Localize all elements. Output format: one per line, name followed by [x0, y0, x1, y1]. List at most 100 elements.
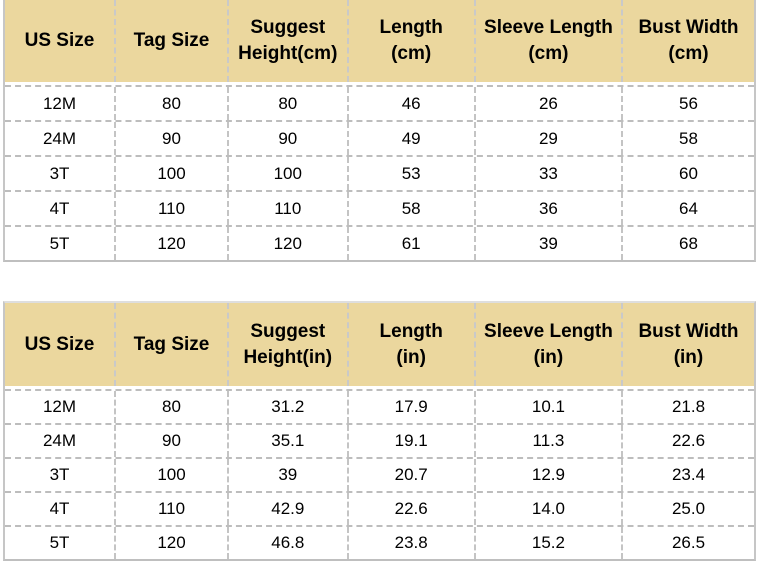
- data-cell: 80: [113, 87, 227, 120]
- data-cell: 17.9: [346, 391, 474, 423]
- header-line1: Sleeve Length: [484, 17, 613, 38]
- data-cell: 15.2: [473, 527, 621, 559]
- data-cell: 90: [227, 122, 346, 155]
- data-cell: 46.8: [227, 527, 346, 559]
- data-cell: 25.0: [621, 493, 754, 525]
- data-cell: 110: [113, 192, 227, 225]
- data-cell: 24M: [42, 431, 77, 450]
- data-cell: 100: [113, 459, 227, 491]
- header-cell-sleeve-length: Sleeve Length (in): [473, 303, 621, 386]
- table-row-24m: 24M 90 35.1 19.1 11.3 22.6: [5, 423, 754, 457]
- header-line2: (cm): [391, 43, 432, 64]
- data-cell: 24M: [42, 128, 77, 148]
- data-cell: 100: [227, 157, 346, 190]
- data-cell: 12M: [42, 93, 77, 113]
- header-cell-tag-size: Tag Size: [113, 0, 227, 82]
- header-line2: Height(cm): [238, 43, 338, 64]
- header-line1: Sleeve Length: [484, 320, 613, 342]
- header-cell-suggest-height: Suggest Height(in): [227, 303, 346, 386]
- data-cell: 3T: [49, 163, 70, 183]
- data-cell: 19.1: [346, 425, 474, 457]
- header-cell-us-size: US Size: [5, 0, 114, 82]
- data-cell: 29: [473, 122, 621, 155]
- header-line2: (cm): [668, 43, 709, 64]
- header-cell-sleeve-length: Sleeve Length (cm): [473, 0, 621, 82]
- data-cell: 39: [473, 227, 621, 260]
- header-line2: (in): [673, 346, 704, 368]
- data-cell: 21.8: [621, 391, 754, 423]
- header-line1: Length: [379, 320, 443, 342]
- data-cell: 120: [113, 227, 227, 260]
- data-cell: 5T: [49, 233, 70, 253]
- table-row-24m: 24M 90 90 49 29 58: [5, 120, 754, 155]
- data-cell: 100: [113, 157, 227, 190]
- header-cell-us-size: US Size: [5, 303, 114, 386]
- data-cell: 80: [113, 391, 227, 423]
- data-cell: 4T: [49, 198, 70, 218]
- data-cell: 46: [346, 87, 474, 120]
- table-row-3t: 3T 100 100 53 33 60: [5, 155, 754, 190]
- data-cell: 64: [621, 192, 754, 225]
- header-line2: (cm): [528, 43, 569, 64]
- header-cell-bust-width: Bust Width (in): [621, 303, 754, 386]
- header-line1: US Size: [24, 333, 95, 355]
- data-cell: 42.9: [227, 493, 346, 525]
- data-cell: 110: [113, 493, 227, 525]
- table-row-3t: 3T 100 39 20.7 12.9 23.4: [5, 457, 754, 491]
- header-line1: Bust Width: [638, 320, 739, 342]
- header-line2: (in): [396, 346, 426, 368]
- data-cell: 36: [473, 192, 621, 225]
- data-cell: 56: [621, 87, 754, 120]
- data-cell: 39: [227, 459, 346, 491]
- data-cell: 33: [473, 157, 621, 190]
- data-cell: 12.9: [473, 459, 621, 491]
- header-line2: Height(in): [243, 346, 333, 368]
- data-cell: 4T: [49, 499, 70, 518]
- data-cell: 120: [113, 527, 227, 559]
- header-cell-suggest-height: Suggest Height(cm): [227, 0, 346, 82]
- header-line1: Suggest: [250, 17, 326, 38]
- size-chart-in-header-row: US Size Tag Size Suggest Height(in) Leng…: [5, 303, 754, 389]
- data-cell: 49: [346, 122, 474, 155]
- data-cell: 22.6: [621, 425, 754, 457]
- header-cell-tag-size: Tag Size: [113, 303, 227, 386]
- data-cell: 31.2: [227, 391, 346, 423]
- data-cell: 68: [621, 227, 754, 260]
- data-cell: 12M: [42, 397, 77, 416]
- data-cell: 26: [473, 87, 621, 120]
- data-cell: 23.8: [346, 527, 474, 559]
- header-cell-bust-width: Bust Width (cm): [621, 0, 754, 82]
- header-cell-length: Length (in): [346, 303, 474, 386]
- data-cell: 80: [227, 87, 346, 120]
- data-cell: 110: [227, 192, 346, 225]
- size-chart-in-table: US Size Tag Size Suggest Height(in) Leng…: [3, 301, 756, 561]
- header-cell-length: Length (cm): [346, 0, 474, 82]
- data-cell: 22.6: [346, 493, 474, 525]
- data-cell: 58: [621, 122, 754, 155]
- size-chart-cm-header-row: US Size Tag Size Suggest Height(cm) Leng…: [5, 0, 754, 85]
- data-cell: 120: [227, 227, 346, 260]
- data-cell: 58: [346, 192, 474, 225]
- data-cell: 53: [346, 157, 474, 190]
- data-cell: 90: [113, 122, 227, 155]
- data-cell: 3T: [49, 465, 70, 484]
- data-cell: 90: [113, 425, 227, 457]
- data-cell: 35.1: [227, 425, 346, 457]
- header-line1: Length: [379, 17, 443, 38]
- header-line1: Bust Width: [638, 17, 739, 38]
- data-cell: 14.0: [473, 493, 621, 525]
- table-row-12m: 12M 80 31.2 17.9 10.1 21.8: [5, 389, 754, 423]
- data-cell: 5T: [49, 533, 70, 552]
- table-row-12m: 12M 80 80 46 26 56: [5, 85, 754, 120]
- header-line1: Tag Size: [133, 333, 210, 355]
- size-chart-cm-table: US Size Tag Size Suggest Height(cm) Leng…: [3, 0, 756, 262]
- data-cell: 61: [346, 227, 474, 260]
- data-cell: 60: [621, 157, 754, 190]
- header-line1: Suggest: [250, 320, 326, 342]
- table-row-5t: 5T 120 120 61 39 68: [5, 225, 754, 260]
- table-row-5t: 5T 120 46.8 23.8 15.2 26.5: [5, 525, 754, 559]
- data-cell: 10.1: [473, 391, 621, 423]
- data-cell: 26.5: [621, 527, 754, 559]
- data-cell: 23.4: [621, 459, 754, 491]
